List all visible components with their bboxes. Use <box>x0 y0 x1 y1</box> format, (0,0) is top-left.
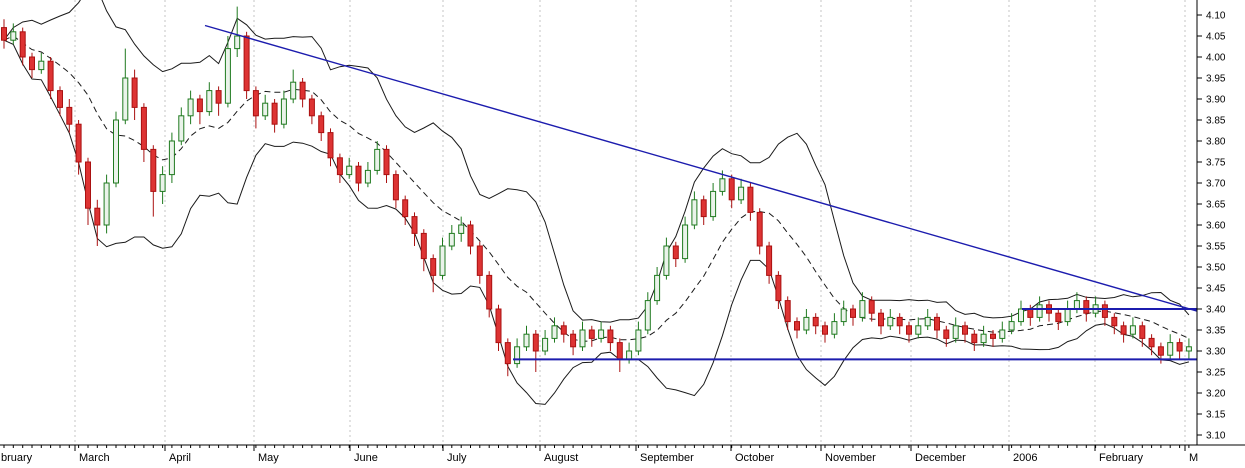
descending-trendline <box>204 24 1198 312</box>
svg-text:3.10: 3.10 <box>1206 431 1226 442</box>
bollinger-upper-line <box>3 0 1190 323</box>
month-label: November <box>825 452 876 464</box>
month-label: March <box>79 452 110 464</box>
svg-text:3.20: 3.20 <box>1206 389 1226 400</box>
svg-text:3.45: 3.45 <box>1206 284 1226 295</box>
svg-text:3.95: 3.95 <box>1206 74 1226 85</box>
svg-text:4.05: 4.05 <box>1206 32 1226 43</box>
month-label: December <box>915 452 966 464</box>
month-label: February <box>1099 452 1144 464</box>
svg-text:3.40: 3.40 <box>1206 305 1226 316</box>
svg-text:3.25: 3.25 <box>1206 368 1226 379</box>
candles-layer <box>1 6 1192 377</box>
svg-text:3.50: 3.50 <box>1206 263 1226 274</box>
x-axis: bruary March April May June July August Septemb… <box>1 445 1198 464</box>
svg-text:3.70: 3.70 <box>1206 179 1226 190</box>
svg-text:3.35: 3.35 <box>1206 326 1226 337</box>
bollinger-middle-line <box>3 35 1190 342</box>
svg-text:3.85: 3.85 <box>1206 116 1226 127</box>
svg-text:3.60: 3.60 <box>1206 221 1226 232</box>
svg-text:3.90: 3.90 <box>1206 95 1226 106</box>
axes <box>0 0 1245 446</box>
svg-text:3.75: 3.75 <box>1206 158 1226 169</box>
bollinger-lower-line <box>3 39 1190 405</box>
month-label: September <box>640 452 694 464</box>
y-axis: 4.10 4.05 4.00 3.95 3.90 3.85 3.80 3.75 3.70 3.65… <box>1197 11 1226 442</box>
svg-text:4.10: 4.10 <box>1206 11 1226 22</box>
month-label: bruary <box>1 452 33 464</box>
month-label: June <box>354 452 378 464</box>
month-label: July <box>447 452 467 464</box>
svg-text:3.30: 3.30 <box>1206 347 1226 358</box>
svg-text:4.00: 4.00 <box>1206 53 1226 64</box>
month-label: May <box>258 452 279 464</box>
month-label: 2006 <box>1013 452 1037 464</box>
svg-text:3.65: 3.65 <box>1206 200 1226 211</box>
month-label: October <box>735 452 774 464</box>
month-gridlines <box>74 0 1186 445</box>
svg-text:3.15: 3.15 <box>1206 410 1226 421</box>
svg-text:3.80: 3.80 <box>1206 137 1226 148</box>
month-label: April <box>169 452 191 464</box>
month-label: August <box>544 452 578 464</box>
svg-text:3.55: 3.55 <box>1206 242 1226 253</box>
month-label: M <box>1189 452 1198 464</box>
